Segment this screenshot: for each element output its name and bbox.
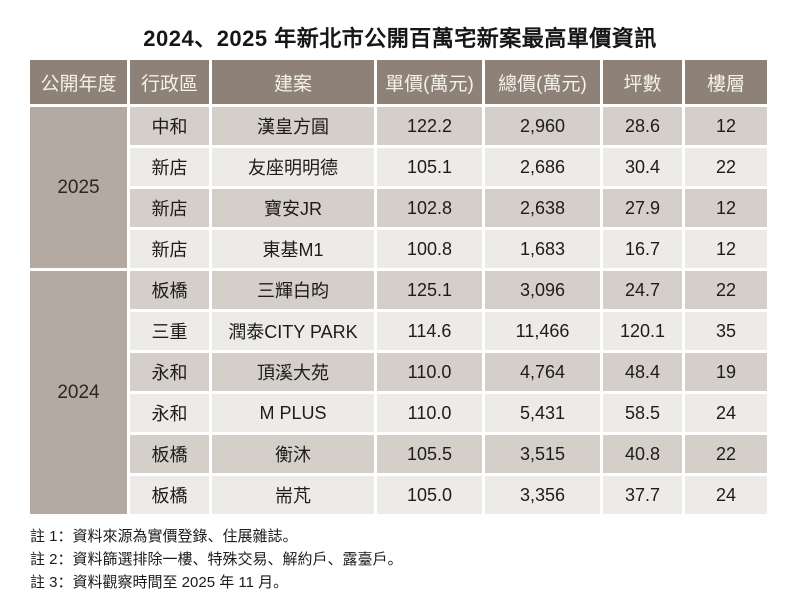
district-cell: 板橋 xyxy=(130,271,209,309)
unit-price-cell: 105.5 xyxy=(377,435,482,473)
project-cell: 衡沐 xyxy=(212,435,374,473)
district-cell: 永和 xyxy=(130,394,209,432)
ping-cell: 37.7 xyxy=(603,476,682,514)
column-header-total-price: 總價(萬元) xyxy=(485,60,600,104)
floor-cell: 12 xyxy=(685,107,767,145)
district-cell: 板橋 xyxy=(130,476,209,514)
ping-cell: 28.6 xyxy=(603,107,682,145)
total-price-cell: 2,638 xyxy=(485,189,600,227)
ping-cell: 58.5 xyxy=(603,394,682,432)
unit-price-cell: 105.0 xyxy=(377,476,482,514)
district-cell: 新店 xyxy=(130,230,209,268)
total-price-cell: 4,764 xyxy=(485,353,600,391)
table-row: 新店 東基M1 100.8 1,683 16.7 12 xyxy=(30,230,767,268)
project-cell: 潤泰CITY PARK xyxy=(212,312,374,350)
total-price-cell: 3,515 xyxy=(485,435,600,473)
column-header-project: 建案 xyxy=(212,60,374,104)
column-header-unit-price: 單價(萬元) xyxy=(377,60,482,104)
unit-price-cell: 114.6 xyxy=(377,312,482,350)
district-cell: 永和 xyxy=(130,353,209,391)
project-cell: 耑芃 xyxy=(212,476,374,514)
floor-cell: 24 xyxy=(685,394,767,432)
floor-cell: 22 xyxy=(685,435,767,473)
ping-cell: 40.8 xyxy=(603,435,682,473)
project-cell: 寶安JR xyxy=(212,189,374,227)
table-row: 板橋 衡沐 105.5 3,515 40.8 22 xyxy=(30,435,767,473)
table-row: 永和 頂溪大苑 110.0 4,764 48.4 19 xyxy=(30,353,767,391)
floor-cell: 22 xyxy=(685,148,767,186)
unit-price-cell: 110.0 xyxy=(377,394,482,432)
project-cell: 頂溪大苑 xyxy=(212,353,374,391)
floor-cell: 12 xyxy=(685,230,767,268)
district-cell: 中和 xyxy=(130,107,209,145)
column-header-district: 行政區 xyxy=(130,60,209,104)
unit-price-cell: 122.2 xyxy=(377,107,482,145)
table-row: 三重 潤泰CITY PARK 114.6 11,466 120.1 35 xyxy=(30,312,767,350)
total-price-cell: 11,466 xyxy=(485,312,600,350)
ping-cell: 30.4 xyxy=(603,148,682,186)
project-cell: 三輝白昀 xyxy=(212,271,374,309)
floor-cell: 12 xyxy=(685,189,767,227)
unit-price-cell: 102.8 xyxy=(377,189,482,227)
year-cell-2025: 2025 xyxy=(30,107,127,268)
total-price-cell: 3,356 xyxy=(485,476,600,514)
page-title: 2024、2025 年新北市公開百萬宅新案最高單價資訊 xyxy=(143,26,657,51)
note-line-3: 註 3：資料觀察時間至 2025 年 11 月。 xyxy=(30,574,289,591)
total-price-cell: 3,096 xyxy=(485,271,600,309)
table-row: 新店 友座明明德 105.1 2,686 30.4 22 xyxy=(30,148,767,186)
footnotes: 註 1：資料來源為實價登錄、住展雜誌。 註 2：資料篩選排除一樓、特殊交易、解約… xyxy=(30,525,800,594)
project-cell: 友座明明德 xyxy=(212,148,374,186)
total-price-cell: 2,686 xyxy=(485,148,600,186)
column-header-floor: 樓層 xyxy=(685,60,767,104)
note-line-1: 註 1：資料來源為實價登錄、住展雜誌。 xyxy=(30,528,298,545)
district-cell: 新店 xyxy=(130,148,209,186)
ping-cell: 24.7 xyxy=(603,271,682,309)
floor-cell: 24 xyxy=(685,476,767,514)
ping-cell: 16.7 xyxy=(603,230,682,268)
project-cell: 漢皇方圓 xyxy=(212,107,374,145)
district-cell: 板橋 xyxy=(130,435,209,473)
header-row: 公開年度 行政區 建案 單價(萬元) 總價(萬元) 坪數 樓層 xyxy=(30,60,767,104)
total-price-cell: 1,683 xyxy=(485,230,600,268)
table-row: 2025 中和 漢皇方圓 122.2 2,960 28.6 12 xyxy=(30,107,767,268)
column-header-ping: 坪數 xyxy=(603,60,682,104)
total-price-cell: 5,431 xyxy=(485,394,600,432)
district-cell: 三重 xyxy=(130,312,209,350)
unit-price-cell: 100.8 xyxy=(377,230,482,268)
table-row: 板橋 耑芃 105.0 3,356 37.7 24 xyxy=(30,476,767,514)
unit-price-cell: 110.0 xyxy=(377,353,482,391)
floor-cell: 22 xyxy=(685,271,767,309)
district-cell: 新店 xyxy=(130,189,209,227)
table-row: 永和 M PLUS 110.0 5,431 58.5 24 xyxy=(30,394,767,432)
year-cell-2024: 2024 xyxy=(30,271,127,514)
project-cell: 東基M1 xyxy=(212,230,374,268)
column-header-year: 公開年度 xyxy=(30,60,127,104)
ping-cell: 27.9 xyxy=(603,189,682,227)
floor-cell: 19 xyxy=(685,353,767,391)
note-line-2: 註 2：資料篩選排除一樓、特殊交易、解約戶、露臺戶。 xyxy=(30,551,403,568)
ping-cell: 48.4 xyxy=(603,353,682,391)
floor-cell: 35 xyxy=(685,312,767,350)
price-table: 公開年度 行政區 建案 單價(萬元) 總價(萬元) 坪數 樓層 2025 中和 … xyxy=(27,57,770,517)
unit-price-cell: 105.1 xyxy=(377,148,482,186)
project-cell: M PLUS xyxy=(212,394,374,432)
table-row: 2024 板橋 三輝白昀 125.1 3,096 24.7 22 xyxy=(30,271,767,514)
total-price-cell: 2,960 xyxy=(485,107,600,145)
table-row: 新店 寶安JR 102.8 2,638 27.9 12 xyxy=(30,189,767,227)
ping-cell: 120.1 xyxy=(603,312,682,350)
unit-price-cell: 125.1 xyxy=(377,271,482,309)
